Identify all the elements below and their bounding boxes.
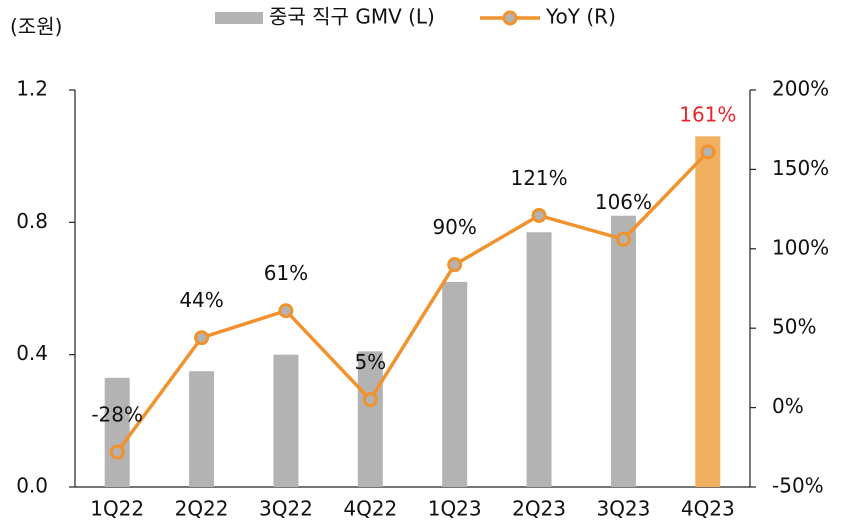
legend-label: 중국 직구 GMV (L) [269,5,435,29]
x-tick-label: 4Q22 [343,497,397,521]
y-tick-label: 0.4 [16,341,48,365]
x-tick-label: 1Q23 [428,497,482,521]
y-tick-label: 0.8 [16,209,48,233]
y2-tick-label: -50% [772,474,824,498]
data-label: 121% [510,166,567,190]
y2-tick-label: 0% [772,394,804,418]
bar [273,354,299,487]
bar [104,377,130,487]
y2-tick-label: 150% [772,156,829,180]
point [109,444,125,460]
x-tick-label: 2Q23 [512,497,566,521]
data-label: 90% [432,215,476,239]
x-tick-label: 4Q23 [681,497,735,521]
x-tick-label: 1Q22 [90,497,144,521]
point [362,392,378,408]
legend-swatch [215,12,263,24]
y-tick-label: 1.2 [16,77,48,101]
data-label: 61% [264,261,308,285]
y2-tick-label: 200% [772,77,829,101]
y-tick-label: 0.0 [16,474,48,498]
data-label: 5% [354,350,386,374]
point [531,207,547,223]
bar [357,351,383,487]
bar [189,371,215,487]
bar [610,215,636,487]
y-unit-label: (조원) [10,15,62,39]
x-tick-label: 2Q22 [175,497,229,521]
data-label: 161% [679,102,736,126]
data-label: -28% [91,403,143,427]
legend-label: YoY (R) [545,5,616,29]
x-tick-label: 3Q23 [596,497,650,521]
bar [526,232,552,487]
bar [695,136,721,488]
x-tick-label: 3Q22 [259,497,313,521]
point [278,303,294,319]
y2-tick-label: 100% [772,235,829,259]
bar [442,281,468,487]
legend-point [502,10,518,26]
data-label: 44% [179,288,223,312]
point [615,231,631,247]
point [194,330,210,346]
line [115,150,710,454]
point [447,257,463,273]
y2-tick-label: 50% [772,315,816,339]
data-label: 106% [595,190,652,214]
point [700,144,716,160]
